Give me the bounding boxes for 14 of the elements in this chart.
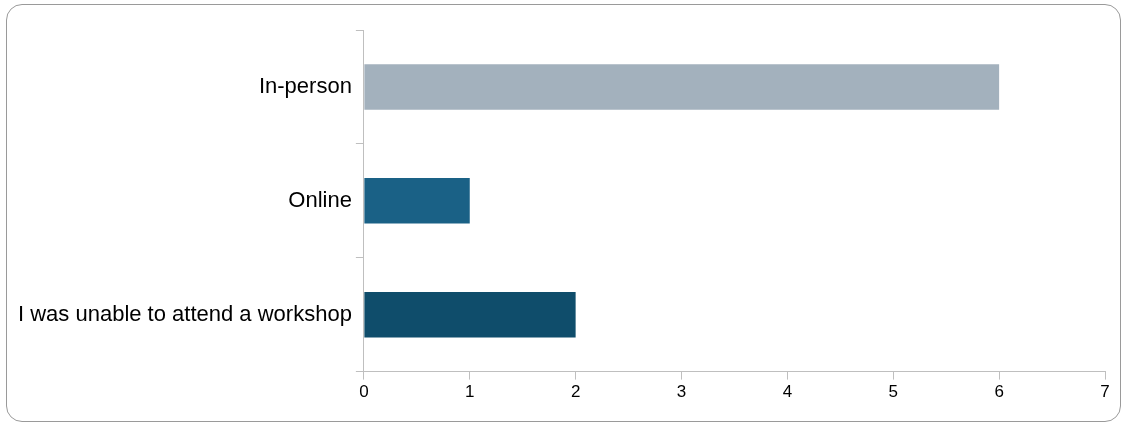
bar <box>364 291 576 338</box>
y-tick-label: I was unable to attend a workshop <box>17 300 352 326</box>
x-tick-label: 2 <box>570 382 581 402</box>
x-tick-label: 6 <box>994 382 1004 402</box>
y-tick-label: Online <box>288 186 352 212</box>
y-tick-label: In-person <box>258 73 352 98</box>
x-tick-label: 5 <box>888 382 898 402</box>
x-tick-label: 7 <box>1100 382 1110 402</box>
x-tick-label: 3 <box>676 382 687 402</box>
x-tick-label: 1 <box>465 382 475 402</box>
bar <box>364 64 1000 110</box>
x-tick-label: 0 <box>359 382 369 402</box>
bar <box>364 178 470 224</box>
x-tick-label: 4 <box>782 382 793 402</box>
